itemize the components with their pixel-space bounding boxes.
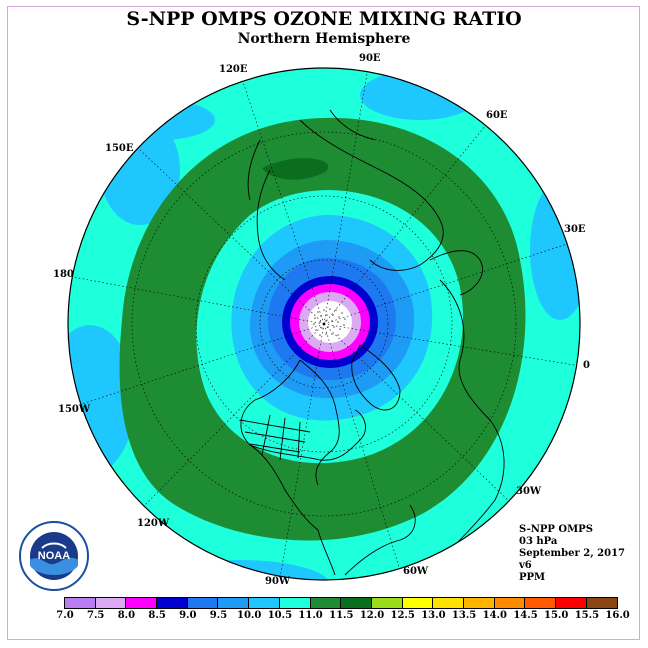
colorbar-swatch [310,598,342,608]
colorbar-tick-label: 14.5 [513,610,538,621]
lon-label-90w: 90W [265,576,291,587]
colorbar-swatch [157,598,188,608]
colorbar-tick-label: 15.0 [544,610,569,621]
lon-label-180: 180 [53,269,74,280]
lon-label-30e: 30E [564,224,586,235]
colorbar-tick-label: 8.0 [117,610,136,621]
colorbar-tick-label: 11.0 [298,610,323,621]
colorbar-swatch [218,598,250,608]
colorbar-tick-label: 13.0 [421,610,446,621]
colorbar-swatch [279,598,311,608]
colorbar-tick-label: 10.0 [237,610,262,621]
patch-blue-e [530,180,580,320]
colorbar-tick-label: 10.5 [267,610,293,621]
colorbar-swatch [249,598,280,608]
colorbar-tick-label: 11.5 [329,610,354,621]
colorbar-swatch [95,598,127,608]
colorbar-swatch [187,598,219,608]
patch-blue-nw2 [105,100,215,140]
colorbar-swatch [525,598,556,608]
lon-label-120e: 120E [219,64,248,75]
polar-dots [313,308,346,336]
lon-label-150e: 150E [105,143,134,154]
lon-label-150w: 150W [58,404,91,415]
colorbar-tick-label: 14.0 [482,610,507,621]
colorbar-swatch [494,598,526,608]
colorbar-tick-label: 15.5 [574,610,600,621]
info-units: PPM [519,572,546,583]
no-data-center [308,301,352,343]
noaa-logo: NOAA [19,521,89,591]
figure-frame [7,6,640,640]
colorbar-swatch [371,598,403,608]
lon-label-60e: 60E [486,110,508,121]
info-level: 03 hPa [519,536,558,547]
lon-label-120w: 120W [137,518,170,529]
map-title: S-NPP OMPS OZONE MIXING RATIO [126,8,522,30]
lon-label-30w: 30W [516,486,542,497]
lon-label-90e: 90E [359,53,381,64]
ozone-field [68,68,580,580]
colorbar-tick-label: 12.5 [390,610,415,621]
colorbar-tick-label: 16.0 [605,610,630,621]
map-subtitle: Northern Hemisphere [237,31,411,47]
colorbar-tick-label: 9.0 [179,610,197,621]
lon-label-0: 0 [583,360,590,371]
patch-blue-w [68,325,135,475]
info-instrument: S-NPP OMPS [519,524,593,535]
colorbar-swatch [433,598,464,608]
lon-label-60w: 60W [403,566,429,577]
info-block: S-NPP OMPS 03 hPa September 2, 2017 v6 P… [519,524,625,584]
colorbar-swatch [463,598,495,608]
colorbar-tick-label: 9.5 [209,610,228,621]
noaa-logo-text: NOAA [38,550,70,562]
colorbar-swatch [556,598,587,608]
colorbar-swatch [65,598,96,608]
colorbar-swatch [341,598,372,608]
info-version: v6 [519,560,532,571]
colorbar-tick-label: 7.0 [56,610,74,621]
map-border [67,67,581,581]
colorbar-tick-label: 13.5 [451,610,477,621]
colorbar-swatch [126,598,158,608]
info-date: September 2, 2017 [519,548,625,559]
colorbar-swatch [586,598,618,608]
colorbar-tick-label: 7.5 [86,610,105,621]
patch-blue-ne [360,70,480,120]
graticule [68,68,580,579]
colorbar-swatch [402,598,434,608]
colorbar [64,597,619,609]
patch-dark-green [262,158,329,180]
colorbar-tick-label: 8.5 [148,610,166,621]
colorbar-tick-label: 12.0 [359,610,385,621]
